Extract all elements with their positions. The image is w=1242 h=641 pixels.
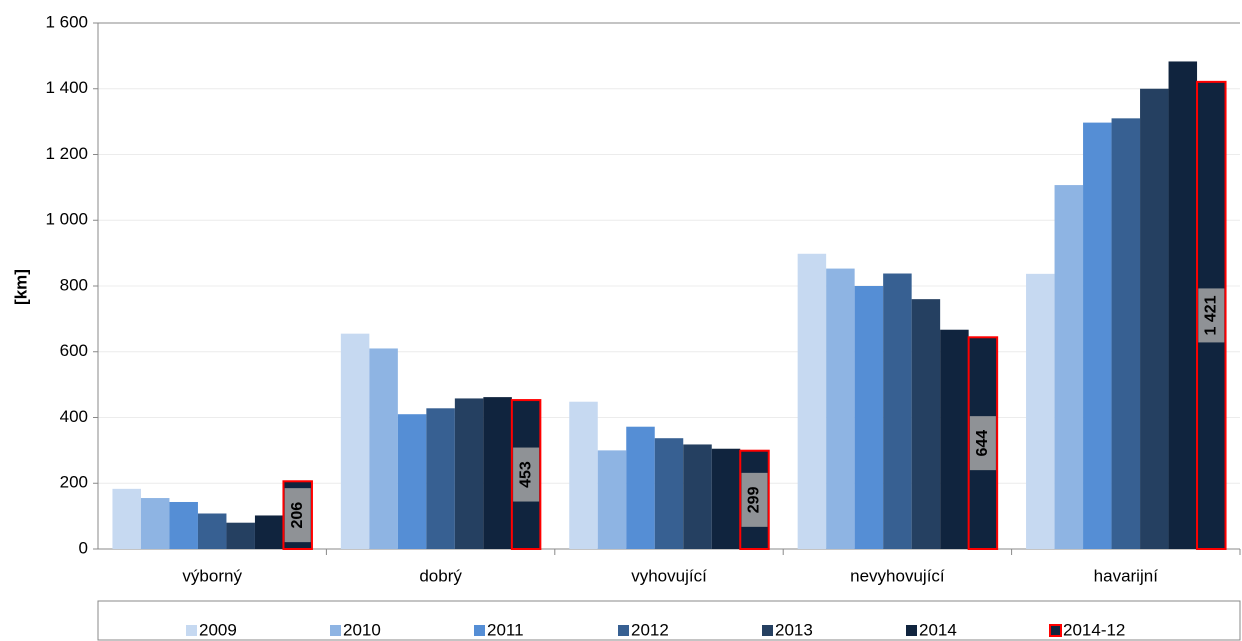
bar [140, 498, 170, 549]
x-tick-label: dobrý [419, 566, 462, 585]
value-label: 1 421 [1203, 295, 1220, 335]
bar [369, 348, 398, 549]
value-label: 453 [517, 461, 534, 488]
y-tick-label: 600 [60, 341, 88, 360]
legend-swatch [1049, 624, 1062, 637]
bar [397, 414, 427, 549]
bar [1111, 118, 1141, 550]
value-label-box [741, 472, 768, 527]
value-label-box [969, 416, 996, 471]
bar [626, 426, 655, 549]
y-tick-label: 1 400 [45, 78, 88, 97]
legend-label: 2014-12 [1063, 620, 1125, 639]
bar [226, 522, 255, 549]
x-tick-label: nevyhovující [850, 566, 945, 585]
y-tick-label: 400 [60, 407, 88, 426]
y-tick-label: 1 600 [45, 12, 88, 31]
bar [454, 398, 484, 549]
bar [197, 513, 227, 549]
legend-label: 2011 [487, 620, 524, 639]
legend-swatch [186, 625, 197, 636]
y-tick-label: 0 [79, 538, 88, 557]
bar [340, 333, 370, 549]
y-tick-label: 1 200 [45, 144, 88, 163]
bar [1083, 122, 1112, 549]
legend-label: 2013 [775, 620, 813, 639]
legend-label: 2012 [631, 620, 669, 639]
legend-swatch [906, 625, 917, 636]
value-label: 206 [289, 502, 306, 529]
value-label-box [1198, 288, 1225, 343]
bar [654, 438, 684, 549]
legend-swatch [330, 625, 341, 636]
legend-swatch [618, 625, 629, 636]
bar [1168, 61, 1198, 550]
bar [112, 488, 141, 549]
bar [569, 401, 598, 549]
y-tick-label: 200 [60, 473, 88, 492]
x-tick-label: havarijní [1094, 566, 1159, 585]
bar [883, 273, 912, 549]
value-label: 299 [746, 486, 763, 513]
legend-swatch [474, 625, 485, 636]
bar [169, 501, 198, 549]
legend-label: 2014 [919, 620, 957, 639]
bar [797, 253, 827, 549]
value-label: 644 [974, 430, 991, 457]
bar [711, 448, 741, 549]
bar [426, 408, 455, 549]
bar [940, 329, 969, 549]
value-label-box [513, 447, 540, 502]
legend-label: 2009 [199, 620, 237, 639]
y-tick-label: 800 [60, 275, 88, 294]
y-tick-label: 1 000 [45, 210, 88, 229]
bar [1026, 273, 1055, 549]
bar [826, 268, 855, 549]
y-axis-label: [km] [11, 269, 30, 305]
x-tick-label: vyhovující [631, 566, 707, 585]
bar [1054, 185, 1084, 550]
value-label-box [284, 488, 311, 543]
x-tick-label: výborný [182, 566, 242, 585]
bar [1140, 88, 1169, 549]
bar [911, 299, 941, 549]
bar [254, 515, 284, 549]
legend-box [97, 600, 1241, 641]
legend-swatch [762, 625, 773, 636]
bar [597, 450, 627, 549]
bar [483, 397, 512, 549]
legend-label: 2010 [343, 620, 381, 639]
bar [683, 444, 712, 549]
bar [854, 286, 884, 549]
